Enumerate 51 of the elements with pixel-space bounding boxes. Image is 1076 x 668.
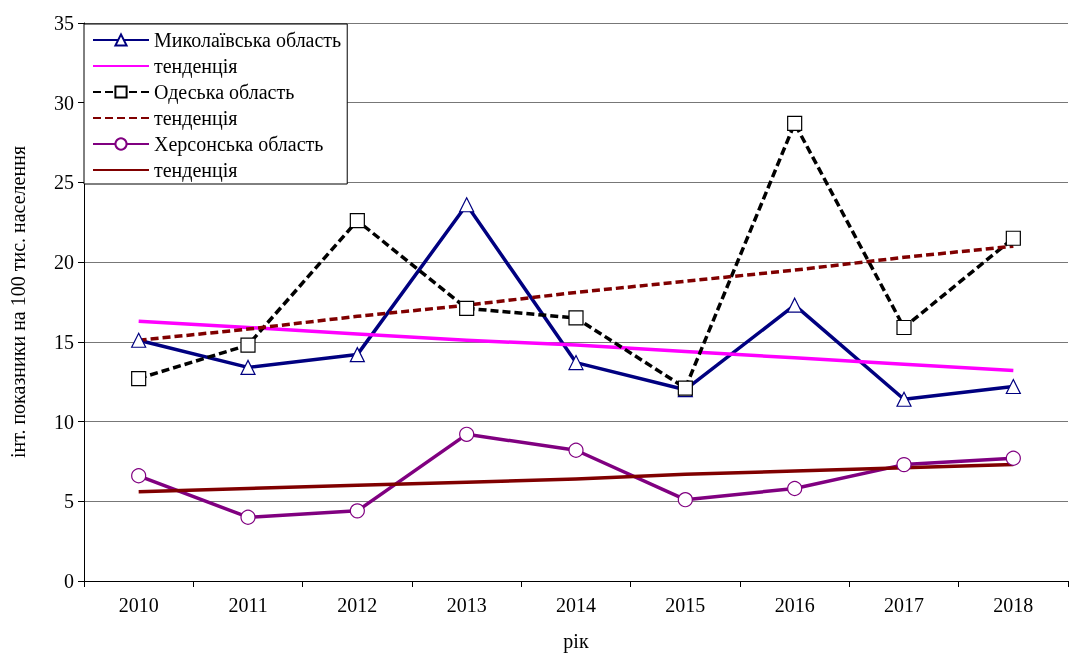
x-tick-label: 2018 (993, 594, 1034, 616)
point (240, 509, 256, 525)
x-tick-label: 2010 (118, 594, 159, 616)
legend-label: тенденція (154, 55, 238, 78)
legend-label: тенденція (154, 107, 238, 130)
point (568, 354, 584, 371)
point (896, 457, 912, 473)
y-tick-label: 35 (54, 12, 74, 34)
y-tick-label: 30 (54, 91, 74, 114)
x-tick-label: 2016 (774, 594, 815, 616)
y-axis-title: інт. показники на 100 тис. населення (7, 145, 29, 459)
point (131, 332, 147, 348)
x-tick-label: 2017 (884, 594, 924, 616)
point (787, 115, 803, 132)
y-tick-label: 10 (54, 410, 74, 433)
point (1005, 230, 1021, 246)
point (459, 197, 475, 213)
point (677, 492, 693, 508)
point (131, 468, 147, 484)
x-tick-label: 2011 (228, 594, 268, 616)
point (568, 442, 584, 458)
legend-label: Одеська область (154, 81, 295, 104)
point (896, 391, 912, 407)
point (896, 319, 912, 336)
point (459, 300, 475, 316)
point (459, 426, 475, 442)
legend-label: тенденція (154, 159, 238, 182)
point (131, 370, 147, 387)
x-tick-label: 2015 (665, 594, 706, 616)
y-tick-label: 15 (54, 330, 74, 353)
y-tick-label: 0 (64, 570, 74, 592)
y-tick-label: 5 (64, 490, 74, 513)
point (1005, 450, 1021, 466)
point (568, 310, 584, 326)
point (240, 337, 256, 353)
point (787, 480, 803, 497)
line-series (136, 319, 1016, 373)
y-tick-label: 20 (54, 251, 74, 274)
x-tick-label: 2013 (446, 594, 487, 616)
point (787, 297, 803, 313)
legend-label: Миколаївська область (154, 29, 342, 51)
point (349, 503, 365, 519)
legend-label: Херсонська область (154, 133, 324, 156)
point (240, 359, 256, 375)
x-tick-label: 2014 (556, 594, 596, 616)
point (349, 347, 365, 363)
x-axis-title: рік (563, 630, 589, 653)
point (349, 213, 365, 229)
y-tick-label: 25 (54, 171, 74, 194)
point (1005, 378, 1021, 395)
x-tick-label: 2012 (337, 594, 378, 616)
